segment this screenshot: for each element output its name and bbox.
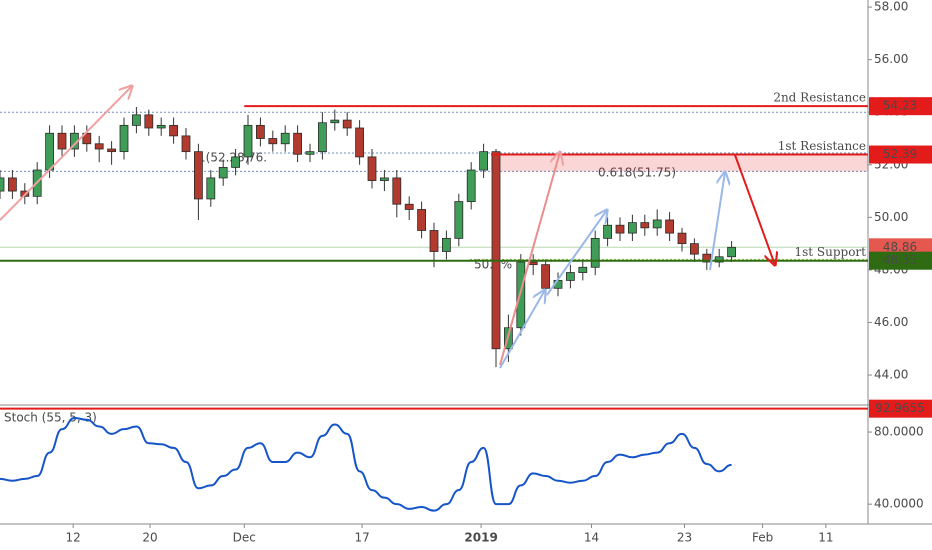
y-tick-label: 80.0000	[874, 425, 924, 439]
candle-body	[702, 253, 712, 263]
arrow	[734, 154, 775, 265]
candle-body	[131, 114, 141, 126]
candle-body	[206, 177, 216, 200]
drawings	[0, 86, 775, 369]
candle-body	[392, 177, 402, 205]
price-box-label: 52.39	[883, 147, 917, 161]
candle-body	[231, 156, 241, 168]
candle-body	[243, 124, 253, 158]
candle-body	[293, 132, 303, 155]
candle-body	[305, 151, 315, 155]
x-tick-label: 20	[142, 531, 157, 545]
candle-body	[193, 151, 203, 200]
y-tick-label: 40.0000	[874, 497, 924, 511]
candle-body	[615, 224, 625, 234]
candle-body	[665, 219, 674, 234]
candle-body	[466, 169, 476, 202]
fib-label: 0.618(51.75)	[598, 166, 676, 180]
candle-body	[528, 261, 538, 266]
x-tick-label: 12	[66, 531, 81, 545]
arrow	[499, 152, 560, 366]
x-tick-label: 14	[584, 531, 599, 545]
candle-body	[404, 203, 414, 210]
candle-body	[727, 246, 736, 258]
x-tick-label: Dec	[233, 531, 256, 545]
candle-body	[280, 132, 290, 145]
candle-body	[218, 167, 228, 179]
candle-body	[628, 222, 637, 234]
candle-body	[479, 151, 489, 171]
candle-body	[379, 177, 389, 181]
arrow	[0, 86, 132, 221]
x-tick-label: 2019	[464, 531, 497, 545]
candle-body	[603, 224, 612, 239]
stoch-line	[0, 416, 732, 512]
candle-body	[255, 124, 265, 139]
x-tick-label: Feb	[752, 531, 773, 545]
price-box	[869, 145, 932, 164]
price-box-label: 92.9655	[875, 401, 925, 415]
candle-body	[144, 114, 154, 129]
candle-body	[355, 127, 365, 158]
candle-body	[441, 237, 451, 252]
indicator-name: Stoch (55, 5, 3)	[4, 411, 97, 425]
resistance-zone	[491, 154, 868, 172]
arrow	[709, 172, 725, 271]
candle-body	[169, 124, 179, 137]
fib-label: 76.	[248, 151, 267, 165]
y-tick-label: 44.00	[874, 368, 908, 382]
candle-body	[541, 264, 550, 289]
price-box-label: 48.35	[883, 253, 917, 267]
price-box	[869, 251, 932, 270]
candle-body	[590, 237, 600, 268]
candle-body	[367, 156, 377, 181]
candle-body	[57, 132, 67, 150]
candle-body	[156, 124, 166, 129]
price-box-label: 54.23	[883, 99, 917, 113]
x-tick-label: 23	[677, 531, 692, 545]
y-tick-label: 46.00	[874, 315, 908, 329]
y-tick-label: 58.00	[874, 0, 908, 14]
x-tick-label: 17	[354, 531, 369, 545]
price-box-label: 48.86	[883, 240, 917, 254]
candle-body	[45, 132, 54, 171]
candle-body	[0, 177, 5, 192]
level-name: 2nd Resistance	[773, 91, 866, 105]
candle-body	[342, 119, 352, 129]
price-box	[869, 399, 932, 418]
candle-body	[7, 177, 17, 192]
arrow	[546, 210, 607, 296]
candle-body	[330, 119, 340, 124]
candle-body	[714, 256, 724, 263]
candle-body	[94, 143, 104, 150]
y-tick-label: 56.00	[874, 52, 908, 66]
candle-body	[429, 230, 439, 252]
candle-body	[566, 272, 575, 281]
arrow	[499, 290, 545, 369]
x-tick-label: 11	[818, 531, 833, 545]
candle-body	[119, 124, 129, 153]
candle-body	[516, 261, 526, 329]
candle-body	[677, 232, 687, 245]
candle-body	[107, 148, 116, 153]
candle-body	[454, 201, 464, 239]
candle-body	[181, 135, 191, 153]
candle-body	[640, 222, 650, 229]
candle-body	[268, 138, 278, 145]
y-tick-label: 50.00	[874, 210, 908, 224]
level-name: 1st Resistance	[778, 139, 866, 153]
candle-body	[690, 243, 699, 255]
candle-body	[652, 219, 662, 229]
candle-body	[491, 151, 501, 350]
candle-body	[578, 266, 588, 273]
candle-body	[417, 209, 427, 231]
level-name: 1st Support	[794, 245, 866, 259]
price-box	[869, 97, 932, 116]
candle-body	[317, 122, 327, 153]
